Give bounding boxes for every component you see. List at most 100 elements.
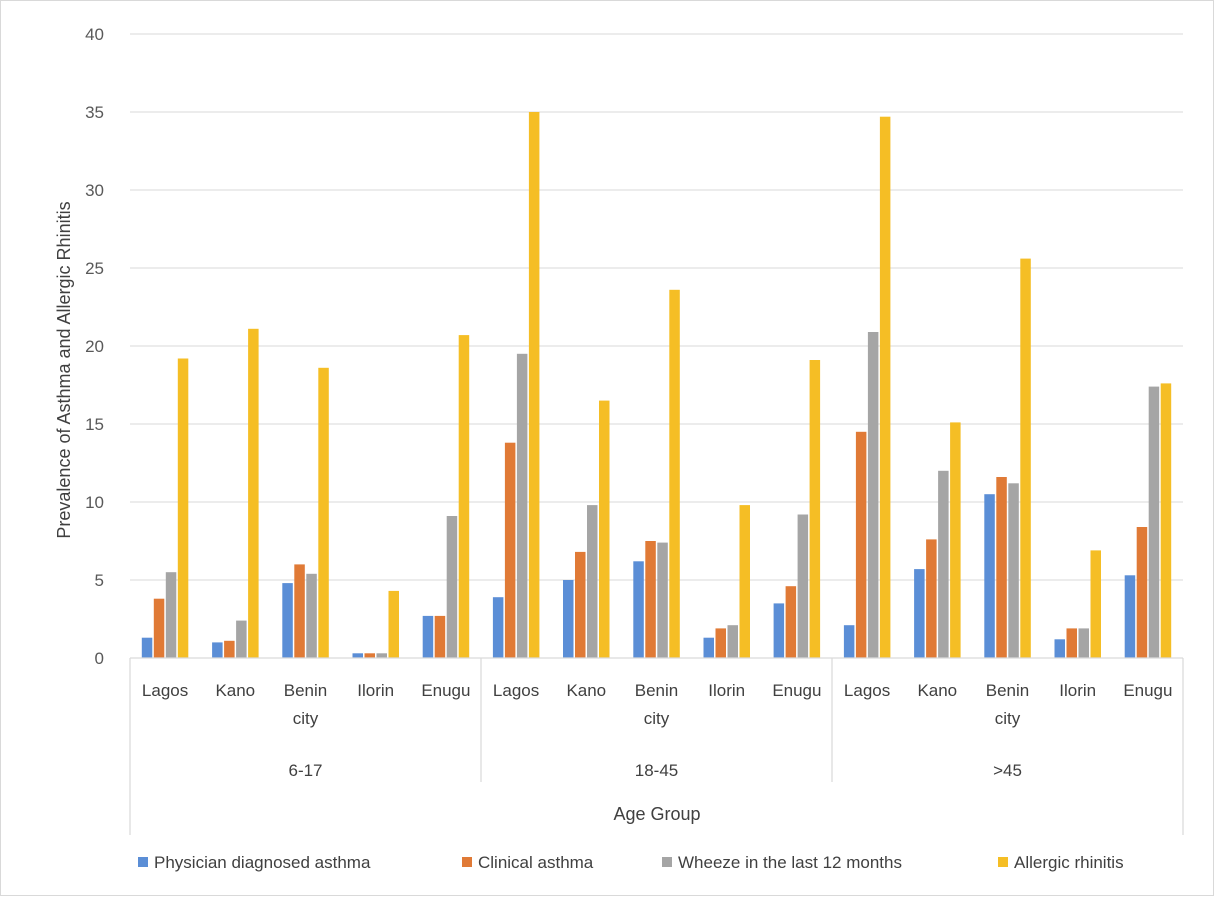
category-label: Kano <box>917 681 957 700</box>
legend: Physician diagnosed asthma Clinical asthm… <box>138 853 1124 872</box>
bar <box>376 653 387 658</box>
bar <box>669 289 680 658</box>
bar <box>153 598 165 658</box>
bar <box>984 494 995 658</box>
bar <box>1008 483 1019 658</box>
category-label: Kano <box>215 681 255 700</box>
category-label: Ilorin <box>708 681 745 700</box>
y-tick-label: 35 <box>85 103 104 122</box>
bar <box>177 358 189 658</box>
bar <box>141 637 153 658</box>
category-label: city <box>644 709 670 728</box>
bar <box>248 328 259 658</box>
y-tick-label: 10 <box>85 493 104 512</box>
bar <box>914 569 925 658</box>
x-axis: 6-17 18-45 >45 Lagos Kano Benin city Ilorin Enug… <box>129 657 1184 835</box>
group-label: >45 <box>993 761 1022 780</box>
bar <box>165 572 177 658</box>
category-label: Lagos <box>844 681 890 700</box>
bar <box>855 431 867 658</box>
bar <box>938 470 949 658</box>
bar <box>633 561 644 658</box>
bar <box>797 514 809 658</box>
category-label: city <box>995 709 1021 728</box>
bar <box>1020 258 1031 658</box>
category-label: Ilorin <box>357 681 394 700</box>
bar <box>1078 628 1089 658</box>
category-label: Lagos <box>142 681 188 700</box>
bar <box>434 615 446 658</box>
bar <box>528 112 540 658</box>
category-label: Benin <box>284 681 327 700</box>
bar <box>599 400 610 658</box>
bar <box>1148 386 1160 658</box>
bar <box>657 542 668 658</box>
y-axis-ticks: 0 5 10 15 20 25 30 35 40 <box>85 25 104 668</box>
bar <box>1160 383 1172 658</box>
bar <box>446 516 458 658</box>
legend-label: Clinical asthma <box>478 853 594 872</box>
bar <box>950 422 961 658</box>
bar <box>492 597 504 658</box>
bar <box>294 564 305 658</box>
category-label: Kano <box>566 681 606 700</box>
bar <box>1136 527 1148 658</box>
category-label: Benin <box>986 681 1029 700</box>
group-label: 6-17 <box>288 761 322 780</box>
bar <box>575 551 586 658</box>
bar <box>587 505 598 658</box>
category-label: Enugu <box>421 681 470 700</box>
bar <box>352 653 363 658</box>
y-tick-label: 20 <box>85 337 104 356</box>
y-tick-label: 0 <box>95 649 104 668</box>
bar <box>809 360 821 658</box>
group-label: 18-45 <box>635 761 678 780</box>
bar <box>422 615 434 658</box>
bar <box>1054 639 1065 658</box>
bar <box>727 625 738 658</box>
y-axis-title: Prevalence of Asthma and Allergic Rhinit… <box>54 201 74 538</box>
bar <box>773 603 785 658</box>
bar <box>1090 550 1101 658</box>
y-tick-label: 25 <box>85 259 104 278</box>
category-label: Enugu <box>772 681 821 700</box>
bar <box>739 505 750 658</box>
bar <box>843 625 855 658</box>
bar <box>212 642 223 658</box>
bar <box>364 653 375 658</box>
legend-label: Allergic rhinitis <box>1014 853 1124 872</box>
legend-swatch <box>138 857 148 867</box>
category-label: Benin <box>635 681 678 700</box>
y-tick-label: 30 <box>85 181 104 200</box>
legend-label: Physician diagnosed asthma <box>154 853 371 872</box>
category-label: Enugu <box>1123 681 1172 700</box>
x-axis-title: Age Group <box>613 804 700 824</box>
y-tick-label: 5 <box>95 571 104 590</box>
bar <box>306 573 317 658</box>
category-label: city <box>293 709 319 728</box>
bar <box>563 580 574 658</box>
bar <box>645 541 656 658</box>
bar <box>879 116 891 658</box>
bar <box>504 442 516 658</box>
legend-label: Wheeze in the last 12 months <box>678 853 902 872</box>
bar <box>236 620 247 658</box>
legend-swatch <box>998 857 1008 867</box>
bars <box>141 112 1172 658</box>
y-tick-label: 40 <box>85 25 104 44</box>
bar <box>867 332 879 658</box>
bar <box>458 335 470 658</box>
category-label: Ilorin <box>1059 681 1096 700</box>
bar <box>926 539 937 658</box>
legend-swatch <box>462 857 472 867</box>
bar <box>1124 575 1136 658</box>
bar <box>785 586 797 658</box>
bar <box>1066 628 1077 658</box>
bar <box>516 353 528 658</box>
bar <box>703 637 714 658</box>
y-tick-label: 15 <box>85 415 104 434</box>
bar <box>318 367 329 658</box>
bar <box>282 583 293 658</box>
bar <box>388 590 399 658</box>
